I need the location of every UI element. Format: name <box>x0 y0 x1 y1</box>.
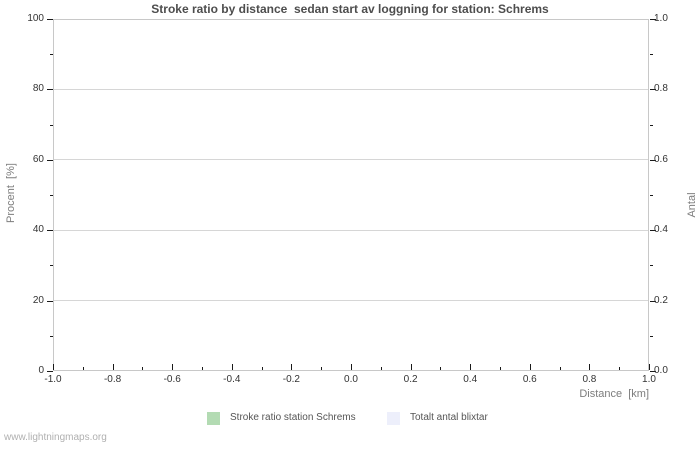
x-minor-tick <box>500 367 501 370</box>
y-axis-tick-label-left: 80 <box>32 83 44 95</box>
x-axis-tick-label: -0.2 <box>282 374 300 385</box>
y-minor-tick-right <box>650 54 653 56</box>
x-minor-tick <box>559 367 561 370</box>
x-axis-title: Distance [km] <box>579 388 649 400</box>
x-axis-tick-label: 1.0 <box>642 374 656 385</box>
y-axis-tick-label-right: 0.0 <box>654 365 668 376</box>
y-major-tick-left <box>47 159 53 161</box>
y-major-tick-left <box>47 230 53 232</box>
y-major-tick-right <box>650 19 656 20</box>
x-major-tick <box>172 364 174 370</box>
x-axis-tick-label: -0.6 <box>163 374 181 385</box>
y-minor-tick-left <box>50 265 53 267</box>
legend-swatch-green <box>207 412 220 425</box>
y-axis-tick-label-right: 1.0 <box>654 13 668 24</box>
x-major-tick <box>231 364 233 370</box>
gridline <box>54 159 648 161</box>
x-axis-tick-label: 0.8 <box>582 374 597 385</box>
x-axis-tick-label: -0.4 <box>223 374 241 385</box>
y-axis-tick-label-left: 20 <box>32 294 44 306</box>
y-major-tick-right <box>650 230 656 232</box>
legend-label: Stroke ratio station Schrems <box>230 412 356 423</box>
x-minor-tick <box>261 367 263 370</box>
x-minor-tick <box>619 367 621 370</box>
y-minor-tick-left <box>50 335 53 337</box>
y-axis-tick-label-right: 0.4 <box>654 224 668 236</box>
gridline <box>54 88 648 90</box>
y-major-tick-right <box>650 300 656 302</box>
y-axis-title-right: Antal <box>686 192 698 218</box>
chart-title: Stroke ratio by distance sedan start av … <box>151 2 549 16</box>
x-minor-tick <box>82 367 84 370</box>
y-minor-tick-right <box>650 124 653 126</box>
x-minor-tick <box>321 367 323 370</box>
x-minor-tick <box>202 367 203 370</box>
y-major-tick-left <box>47 371 53 372</box>
x-minor-tick <box>380 367 382 370</box>
x-major-tick <box>589 364 591 370</box>
y-minor-tick-right <box>650 265 653 267</box>
y-axis-tick-label-right: 0.6 <box>654 153 668 165</box>
y-major-tick-right <box>650 159 656 161</box>
x-major-tick <box>470 364 472 370</box>
y-minor-tick-right <box>650 195 653 196</box>
x-axis-tick-label: 0.2 <box>403 374 418 385</box>
x-axis-tick-label: 0.6 <box>522 374 537 385</box>
y-axis-tick-label-left: 100 <box>27 13 44 24</box>
y-axis-title-left: Procent [%] <box>5 163 17 223</box>
x-minor-tick <box>142 367 144 370</box>
plot-area <box>53 19 649 371</box>
legend-swatch-lavender <box>387 412 400 425</box>
gridline <box>54 300 648 302</box>
legend-label: Totalt antal blixtar <box>410 412 488 423</box>
y-major-tick-left <box>47 300 53 302</box>
x-axis-tick-label: 0.0 <box>344 374 358 385</box>
x-major-tick <box>410 364 412 370</box>
x-axis-tick-label: 0.4 <box>463 374 478 385</box>
y-major-tick-right <box>650 371 656 372</box>
y-minor-tick-left <box>50 54 53 56</box>
y-major-tick-left <box>47 89 53 91</box>
x-major-tick <box>649 364 650 370</box>
x-axis-tick-label: -0.8 <box>103 374 122 385</box>
gridline <box>54 229 648 231</box>
x-major-tick <box>291 364 293 370</box>
y-axis-tick-label-left: 60 <box>32 153 44 165</box>
x-major-tick <box>351 364 352 370</box>
y-minor-tick-right <box>650 335 653 337</box>
y-axis-tick-label-right: 0.8 <box>654 83 668 95</box>
y-minor-tick-left <box>50 195 53 196</box>
x-major-tick <box>529 364 531 370</box>
y-axis-tick-label-left: 40 <box>32 224 44 236</box>
y-major-tick-right <box>650 89 656 91</box>
y-axis-tick-label-left: 0 <box>38 365 44 376</box>
x-major-tick <box>112 364 114 370</box>
y-axis-tick-label-right: 0.2 <box>654 294 668 306</box>
y-minor-tick-left <box>50 124 53 126</box>
x-major-tick <box>53 364 54 370</box>
y-major-tick-left <box>47 19 53 20</box>
x-axis-tick-label: -1.0 <box>44 374 62 385</box>
watermark-link[interactable]: www.lightningmaps.org <box>4 432 107 443</box>
x-minor-tick <box>440 367 442 370</box>
